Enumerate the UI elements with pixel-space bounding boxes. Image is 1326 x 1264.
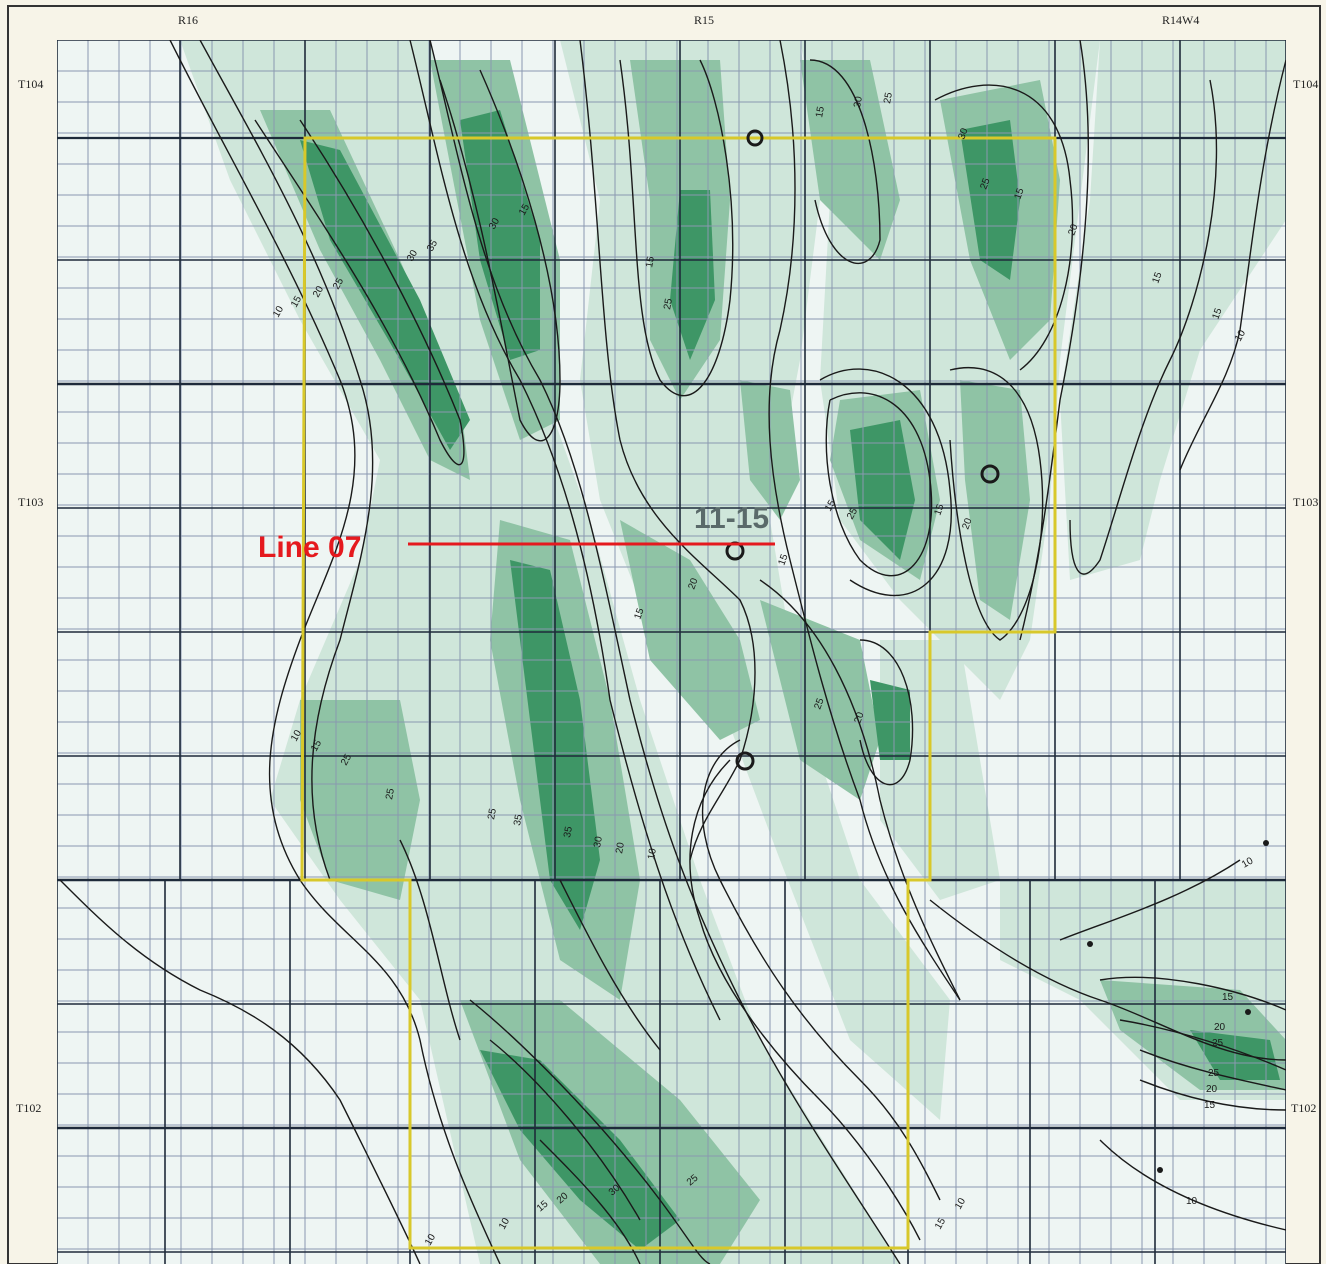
contour-label: 35 (512, 813, 525, 826)
contour-label: 10 (289, 728, 304, 744)
contour-label: 15 (932, 502, 946, 517)
contour-label: 15 (644, 255, 657, 268)
contour-label: 25 (1212, 1038, 1224, 1049)
contour-label: 20 (614, 841, 627, 854)
contour-label: 15 (1222, 992, 1234, 1003)
contour-label: 35 (425, 238, 440, 254)
contour-label: 30 (487, 216, 502, 232)
contour-label: 20 (1066, 222, 1080, 237)
contour-label: 15 (517, 202, 532, 218)
contour-label: 20 (960, 516, 974, 531)
well-dot-icon (1245, 1009, 1251, 1015)
contour-label: 20 (852, 710, 866, 725)
contour-label: 10 (646, 847, 659, 860)
contour-label: 15 (933, 1216, 948, 1232)
range-label-r16: R16 (178, 13, 198, 27)
contour-label: 15 (1012, 186, 1026, 201)
contour-label: 15 (1210, 306, 1224, 321)
contour-label: 25 (331, 276, 346, 292)
contour-label: 10 (953, 1196, 968, 1212)
well-dot-icon (1087, 941, 1093, 947)
well-icon (980, 464, 1000, 484)
contour-label: 20 (686, 576, 700, 591)
township-label-right: T104 (1293, 77, 1318, 91)
contour-label: 20 (1206, 1084, 1218, 1095)
contour-label: 35 (562, 825, 575, 838)
township-label-left: T103 (18, 495, 43, 509)
contour-label: 15 (823, 498, 838, 514)
contour-label: 15 (632, 606, 646, 621)
township-label-left: T102 (16, 1101, 41, 1115)
contour-label: 25 (384, 787, 397, 800)
contour-lines (59, 40, 1286, 1264)
contour-label: 15 (289, 294, 304, 310)
contour-label: 30 (405, 248, 420, 264)
contour-label: 20 (1214, 1022, 1226, 1033)
contour-label: 25 (978, 176, 992, 191)
contour-label: 15 (814, 105, 827, 118)
contour-label: 25 (339, 752, 354, 768)
well-icon (735, 751, 755, 771)
contour-label: 25 (662, 297, 675, 310)
contour-label: 10 (271, 304, 286, 320)
contour-label: 30 (592, 835, 605, 848)
contour-label: 10 (1240, 855, 1256, 870)
contour-label: 30 (956, 126, 970, 141)
contour-label: 25 (882, 91, 895, 104)
range-label-r14w4: R14W4 (1162, 13, 1199, 27)
well-dot-icon (1157, 1167, 1163, 1173)
contour-label: 10 (497, 1216, 512, 1232)
contour-label: 15 (776, 552, 790, 567)
seismic-line-label: Line 07 (258, 531, 361, 564)
contour-labels: 10 15 20 25 30 35 30 15 15 25 15 30 25 3… (271, 91, 1255, 1247)
contour-label: 10 (423, 1232, 438, 1248)
contour-label: 15 (309, 738, 324, 754)
contour-label: 25 (845, 506, 860, 522)
well-label: 11-15 (694, 502, 769, 535)
prospect-boundary (300, 136, 1057, 1250)
township-label-left: T104 (18, 77, 43, 91)
well-icon (746, 129, 764, 147)
contour-label: 15 (1150, 270, 1164, 285)
well-markers (725, 129, 1269, 1173)
contour-label: 10 (1233, 328, 1248, 344)
contour-label: 25 (486, 807, 499, 820)
contour-label: 25 (812, 696, 826, 711)
range-label-r15: R15 (694, 13, 714, 27)
well-dot-icon (1263, 840, 1269, 846)
township-label-right: T102 (1291, 1101, 1316, 1115)
contour-label: 10 (1186, 1196, 1198, 1207)
contour-label: 30 (852, 95, 865, 108)
contour-label: 25 (1208, 1068, 1220, 1079)
township-label-right: T103 (1293, 495, 1318, 509)
contour-label: 20 (311, 284, 326, 300)
contour-label: 15 (1204, 1100, 1216, 1111)
